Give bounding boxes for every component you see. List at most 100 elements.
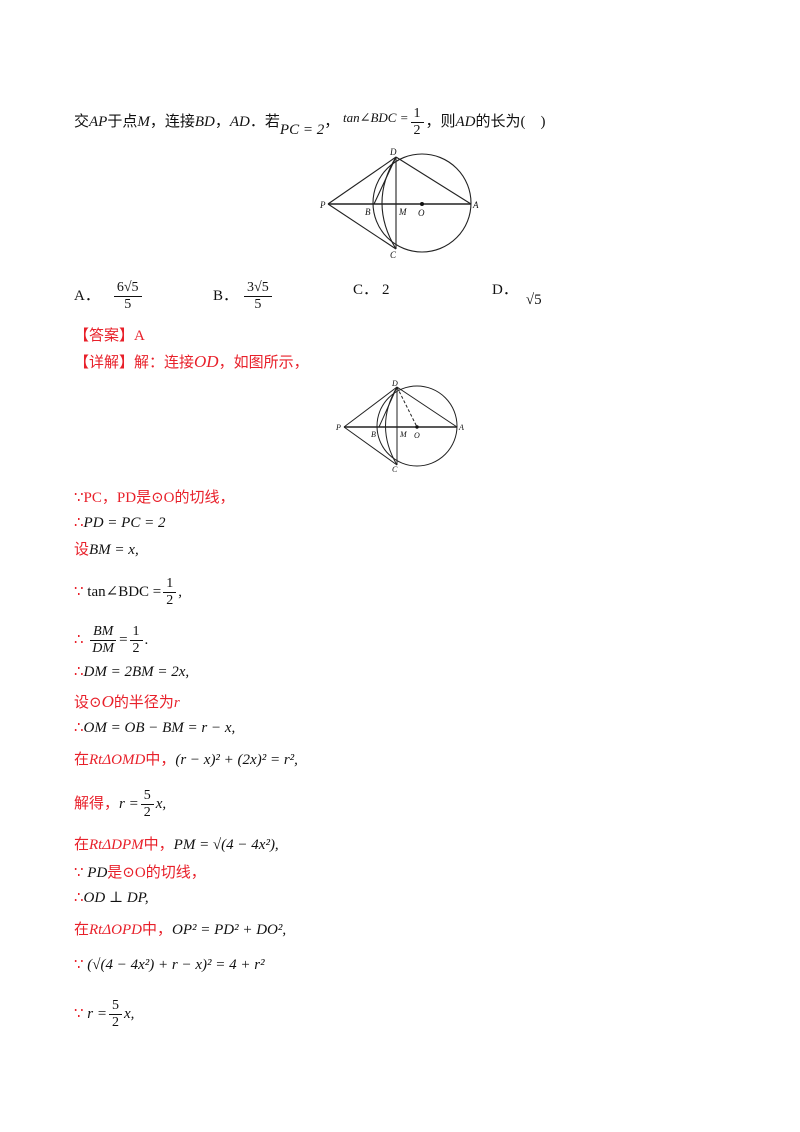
step-equation: x,	[155, 795, 167, 812]
step-equation: (r − x)² + (2x)² = r²,	[175, 752, 298, 768]
fraction-denominator: 2	[143, 805, 151, 820]
step-equation: OD ⊥ DP,	[83, 890, 149, 906]
line-da	[395, 156, 472, 205]
step-text: 中，	[143, 837, 174, 853]
step-punct: ,	[178, 583, 182, 600]
radius-var: r	[173, 695, 180, 711]
triangle-name: RtΔOPD	[89, 922, 142, 938]
detail-line: 【详解】解：连接OD，如图所示，	[74, 352, 309, 373]
step-text: 设⊙	[74, 695, 102, 711]
fraction-numerator: 6√5	[113, 280, 142, 297]
fraction-denominator: DM	[92, 641, 115, 656]
step-14: 在RtΔOPD中，OP² = PD² + DO²,	[74, 920, 286, 940]
answer-text: 【答案】A	[74, 328, 145, 344]
option-c-value: 2	[382, 282, 390, 298]
because-symbol: ∵	[74, 957, 84, 973]
arc-bdc	[381, 156, 397, 250]
step-13: ∴OD ⊥ DP,	[74, 888, 149, 908]
label-p: P	[319, 200, 326, 210]
line-db	[373, 156, 397, 205]
geometry-figure-1: D P B M O A C	[319, 147, 479, 260]
option-a: A． 6√5 5	[74, 280, 144, 313]
question-text: 于点	[107, 113, 138, 130]
line-pd	[343, 386, 398, 428]
triangle-name: RtΔOMD	[89, 752, 146, 768]
question-text: ，	[324, 113, 340, 130]
line-od-dashed	[396, 386, 418, 428]
step-text: 中，	[145, 752, 176, 768]
step-3: 设BM = x,	[74, 540, 139, 560]
step-1: ∵PC，PD是⊙O的切线，	[74, 488, 234, 508]
fraction-numerator: 5	[109, 998, 123, 1015]
triangle-name: RtΔDPM	[89, 837, 144, 853]
label-b: B	[365, 207, 371, 217]
label-c: C	[390, 250, 397, 260]
option-d-value: √5	[525, 292, 542, 308]
step-7: 设⊙O的半径为r	[74, 692, 180, 713]
fraction-denominator: 2	[413, 123, 421, 138]
step-4: ∵ tan∠BDC = 1 2,	[74, 576, 182, 609]
fraction-denominator: 2	[166, 593, 174, 608]
label-m: M	[398, 207, 407, 217]
label-a: A	[458, 423, 464, 432]
step-text: ∵PC，PD是⊙O的切线，	[74, 490, 235, 506]
step-text: 解得，	[74, 795, 120, 812]
step-text: 在	[74, 837, 90, 853]
step-text: 中，	[141, 922, 172, 938]
option-c: C． 2	[353, 280, 390, 300]
fraction-denominator: 2	[112, 1015, 120, 1030]
option-label: C．	[353, 282, 379, 298]
step-equation: (√(4 − 4x²) + r − x)² = 4 + r²	[87, 957, 265, 973]
fraction-denominator: 2	[132, 641, 140, 656]
step-16: ∵ r = 5 2 x,	[74, 998, 134, 1031]
because-symbol: ∵	[74, 583, 84, 600]
segment-bd: BD	[194, 113, 215, 130]
step-equation: r =	[87, 1005, 108, 1022]
step-8: ∴OM = OB − BM = r − x,	[74, 718, 235, 738]
label-m: M	[399, 430, 408, 439]
center-dot	[415, 425, 419, 429]
center-dot	[420, 202, 424, 206]
option-label: B．	[213, 287, 239, 304]
therefore-symbol: ∴	[74, 664, 84, 680]
step-6: ∴DM = 2BM = 2x,	[74, 662, 189, 682]
detail-label: 【详解】	[74, 355, 135, 371]
condition-pc: PC = 2	[279, 121, 325, 138]
answer-line: 【答案】A	[74, 326, 145, 346]
step-text: 在	[74, 752, 90, 768]
point-m: M	[137, 113, 150, 130]
segment-ad: AD	[455, 113, 476, 130]
step-15: ∵ (√(4 − 4x²) + r − x)² = 4 + r²	[74, 955, 265, 975]
arc-bdc	[385, 386, 398, 466]
because-symbol: ∵	[74, 1005, 84, 1022]
step-equation: BM = x,	[89, 542, 139, 558]
fraction-numerator: 1	[163, 576, 177, 593]
option-label: A．	[74, 287, 100, 304]
label-d: D	[389, 147, 397, 157]
option-label: D．	[492, 282, 518, 298]
fraction-numerator: 5	[140, 788, 154, 805]
question-text: ，则	[425, 113, 456, 130]
step-equation: PD = PC = 2	[83, 515, 166, 531]
step-text: 的半径为	[113, 695, 174, 711]
fraction-numerator: 3√5	[244, 280, 272, 297]
geometry-figure-2: D P B M O A C	[335, 379, 464, 473]
circle-name: O	[101, 692, 114, 711]
step-11: 在RtΔDPM中，PM = √(4 − 4x²),	[74, 835, 279, 855]
step-equation: PM = √(4 − 4x²),	[173, 837, 279, 853]
step-equation: x,	[124, 1005, 135, 1022]
option-d: D． √5	[492, 280, 542, 308]
segment-ad: AD	[229, 113, 250, 130]
therefore-symbol: ∴	[74, 631, 84, 648]
label-d: D	[391, 379, 398, 388]
line-db	[378, 386, 398, 428]
step-equation: OP² = PD² + DO²,	[172, 922, 287, 938]
step-equation: =	[119, 631, 128, 648]
line-pc	[343, 426, 398, 466]
fraction-numerator: 1	[410, 106, 424, 123]
question-text: 交	[74, 113, 90, 130]
step-equation: DM = 2BM = 2x,	[83, 664, 190, 680]
